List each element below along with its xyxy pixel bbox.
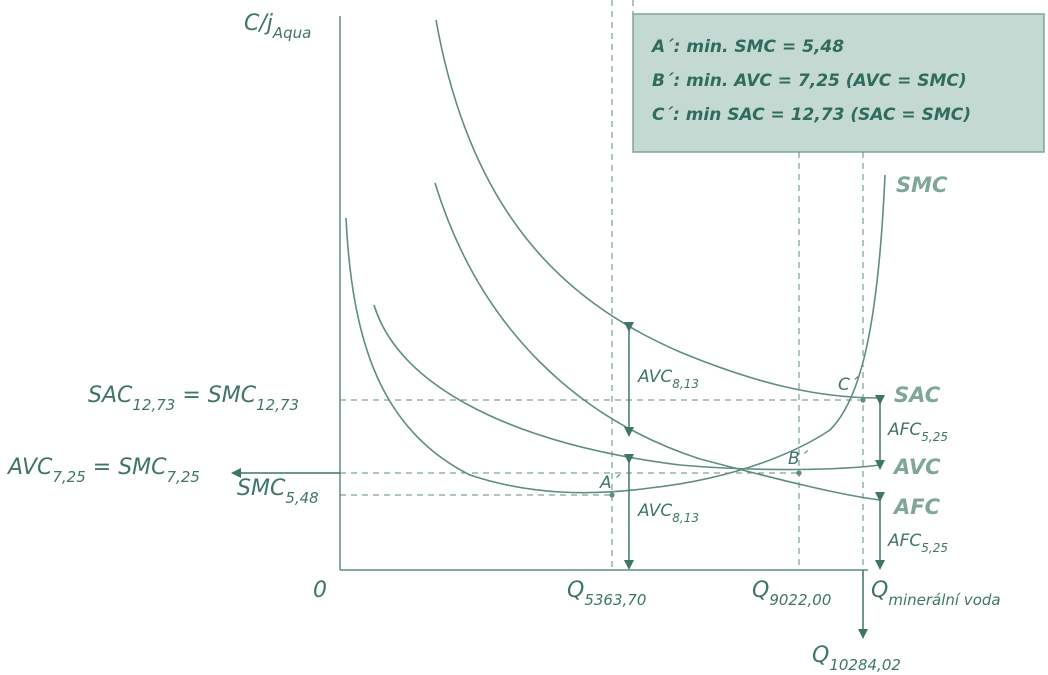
origin-label: 0	[313, 578, 327, 603]
q-9022-label: Q9022,00	[752, 578, 831, 609]
avc-upper-label: AVC8,13	[637, 367, 699, 391]
avc-series-label: AVC	[892, 455, 941, 479]
avc-lower-label: AVC8,13	[637, 501, 699, 525]
avc-curve	[373, 304, 881, 471]
point-c-marker	[860, 397, 866, 403]
smc-level-label: SMC5,48	[237, 476, 319, 507]
point-b-label: B´	[788, 449, 809, 469]
afc-curve	[434, 182, 881, 501]
avc-smc-level-label: AVC7,25 = SMC7,25	[6, 455, 200, 486]
q-5363-label: Q5363,70	[567, 578, 646, 609]
afc-upper-label: AFC5,25	[887, 420, 948, 444]
point-a-label: A´	[599, 473, 621, 493]
sac-smc-level-label: SAC12,73 = SMC12,73	[88, 383, 299, 414]
sac-series-label: SAC	[894, 383, 941, 407]
smc-series-label: SMC	[896, 173, 948, 197]
afc-series-label: AFC	[892, 495, 941, 519]
legend-line-b: B´: min. AVC = 7,25 (AVC = SMC)	[652, 71, 967, 91]
point-c-label: C´	[838, 375, 859, 395]
y-axis-label: C/jAqua	[244, 11, 311, 42]
point-a-marker	[609, 492, 615, 498]
legend-line-c: C´: min SAC = 12,73 (SAC = SMC)	[652, 105, 971, 125]
q-10284-label: Q10284,02	[812, 643, 901, 674]
point-b-marker	[796, 470, 802, 476]
legend-box	[632, 13, 1045, 153]
sac-curve	[435, 19, 881, 399]
legend-line-a: A´: min. SMC = 5,48	[650, 37, 844, 57]
smc-curve	[345, 174, 886, 494]
afc-lower-label: AFC5,25	[887, 531, 948, 555]
x-axis-label: Qminerální voda	[871, 578, 1001, 609]
